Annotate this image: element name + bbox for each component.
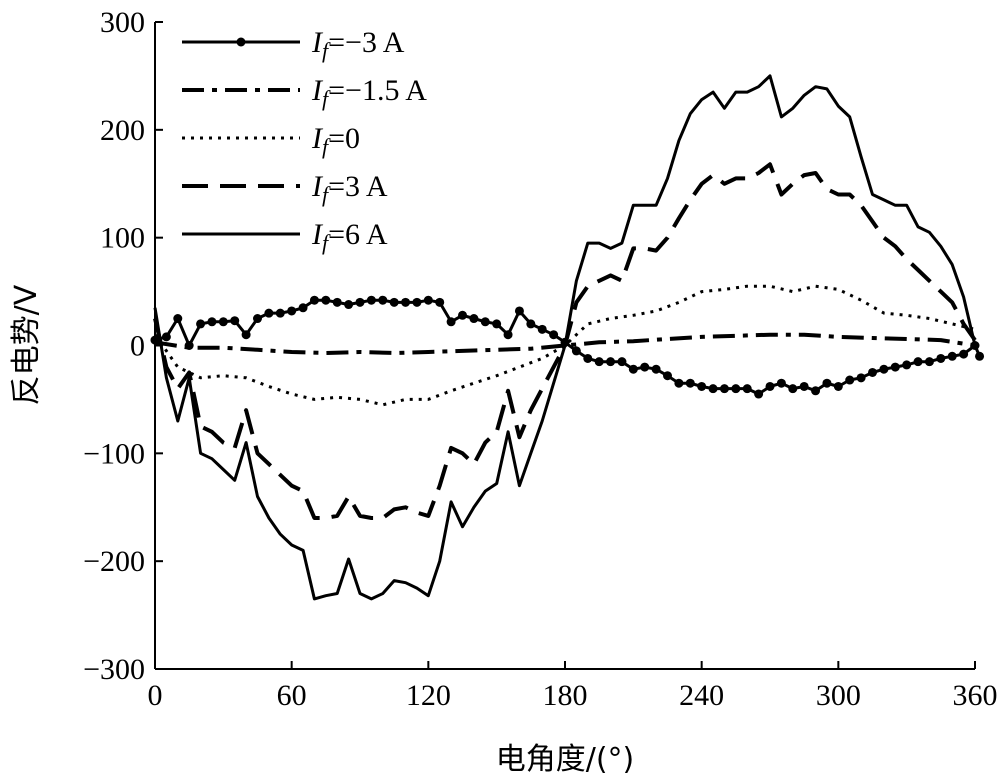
series-point xyxy=(412,297,422,307)
series-point xyxy=(503,330,513,340)
series-point xyxy=(913,357,923,367)
series-point xyxy=(366,295,376,305)
y-tick-label: 0 xyxy=(130,330,145,363)
series-line-2 xyxy=(154,332,976,355)
series-point xyxy=(879,364,889,374)
legend-marker xyxy=(236,37,246,47)
series-point xyxy=(731,384,741,394)
series-point xyxy=(298,303,308,313)
series-point xyxy=(606,357,616,367)
series-point xyxy=(537,324,547,334)
series-point xyxy=(549,330,559,340)
x-tick-label: 180 xyxy=(543,679,588,712)
series-point xyxy=(754,389,764,399)
series-point xyxy=(253,314,262,324)
x-tick-label: 300 xyxy=(816,679,861,712)
series-point xyxy=(640,362,650,372)
legend-label-2: If=−1.5 A xyxy=(311,74,427,111)
legend: If=−3 A If=−1.5 A If=0 If=3 A If=6 A xyxy=(182,26,427,255)
series-point xyxy=(719,384,729,394)
series-point xyxy=(890,362,900,372)
y-tick-label: −300 xyxy=(83,653,145,686)
series-point xyxy=(628,364,638,374)
series-point xyxy=(685,378,695,388)
series-point xyxy=(947,351,957,361)
y-tick-label: −200 xyxy=(83,545,145,578)
x-tick-label: 360 xyxy=(953,679,998,712)
series-point xyxy=(583,353,593,363)
legend-label-5: If=6 A xyxy=(311,218,388,255)
x-axis-title: 电角度/(°) xyxy=(496,742,635,777)
series-point xyxy=(833,381,843,391)
series-point xyxy=(469,314,479,324)
series-point xyxy=(924,357,934,367)
series-point xyxy=(378,295,388,305)
series-point xyxy=(458,310,467,320)
series-point xyxy=(332,297,342,307)
series-point xyxy=(264,308,274,318)
series-point xyxy=(594,357,604,367)
series-point xyxy=(287,306,297,316)
series-point xyxy=(617,357,627,367)
series-point xyxy=(446,317,456,327)
y-tick-label: 200 xyxy=(100,114,145,147)
series-point xyxy=(571,346,581,356)
series-point xyxy=(526,319,536,329)
series-point xyxy=(776,378,786,388)
y-axis-title: 反电势/V xyxy=(9,284,44,405)
x-tick-label: 240 xyxy=(679,679,724,712)
series-point xyxy=(173,314,183,324)
y-tick-label: 300 xyxy=(100,6,145,39)
series-layer xyxy=(150,74,985,601)
x-tick-label: 60 xyxy=(277,679,307,712)
series-point xyxy=(241,330,251,340)
series-point xyxy=(799,381,809,391)
series-point xyxy=(309,295,319,305)
series-point xyxy=(435,297,445,307)
series-point xyxy=(275,308,285,318)
series-line-5 xyxy=(153,74,977,601)
series-point xyxy=(161,332,171,342)
series-point xyxy=(845,375,855,385)
series-point xyxy=(936,353,946,363)
legend-label-4: If=3 A xyxy=(311,170,388,207)
series-point xyxy=(856,373,866,383)
x-tick-label: 0 xyxy=(148,679,163,712)
series-point xyxy=(742,384,752,394)
series-point xyxy=(765,381,775,391)
series-point xyxy=(868,367,877,377)
series-point xyxy=(663,371,672,381)
series-point xyxy=(355,297,365,307)
series-point xyxy=(207,317,217,327)
series-point xyxy=(902,360,912,370)
series-point xyxy=(344,300,354,310)
series-point xyxy=(196,319,206,329)
x-tick-label: 120 xyxy=(406,679,451,712)
series-point xyxy=(230,316,240,326)
series-point xyxy=(480,317,490,327)
series-point xyxy=(811,386,821,396)
series-point xyxy=(321,295,331,305)
legend-label-3: If=0 xyxy=(311,122,360,159)
series-point xyxy=(975,351,985,361)
y-tick-label: 100 xyxy=(100,222,145,255)
series-point xyxy=(218,317,228,327)
legend-label-1: If=−3 A xyxy=(311,26,405,63)
series-point xyxy=(389,297,399,307)
series-point xyxy=(492,319,502,329)
series-point xyxy=(651,364,661,374)
series-point xyxy=(959,349,969,359)
series-point xyxy=(697,381,707,391)
series-point xyxy=(401,297,411,307)
series-point xyxy=(423,295,433,305)
series-point xyxy=(708,384,718,394)
series-point xyxy=(788,384,798,394)
series-point xyxy=(514,306,524,316)
series-point xyxy=(674,378,684,388)
series-point xyxy=(822,378,832,388)
y-tick-label: −100 xyxy=(83,437,145,470)
